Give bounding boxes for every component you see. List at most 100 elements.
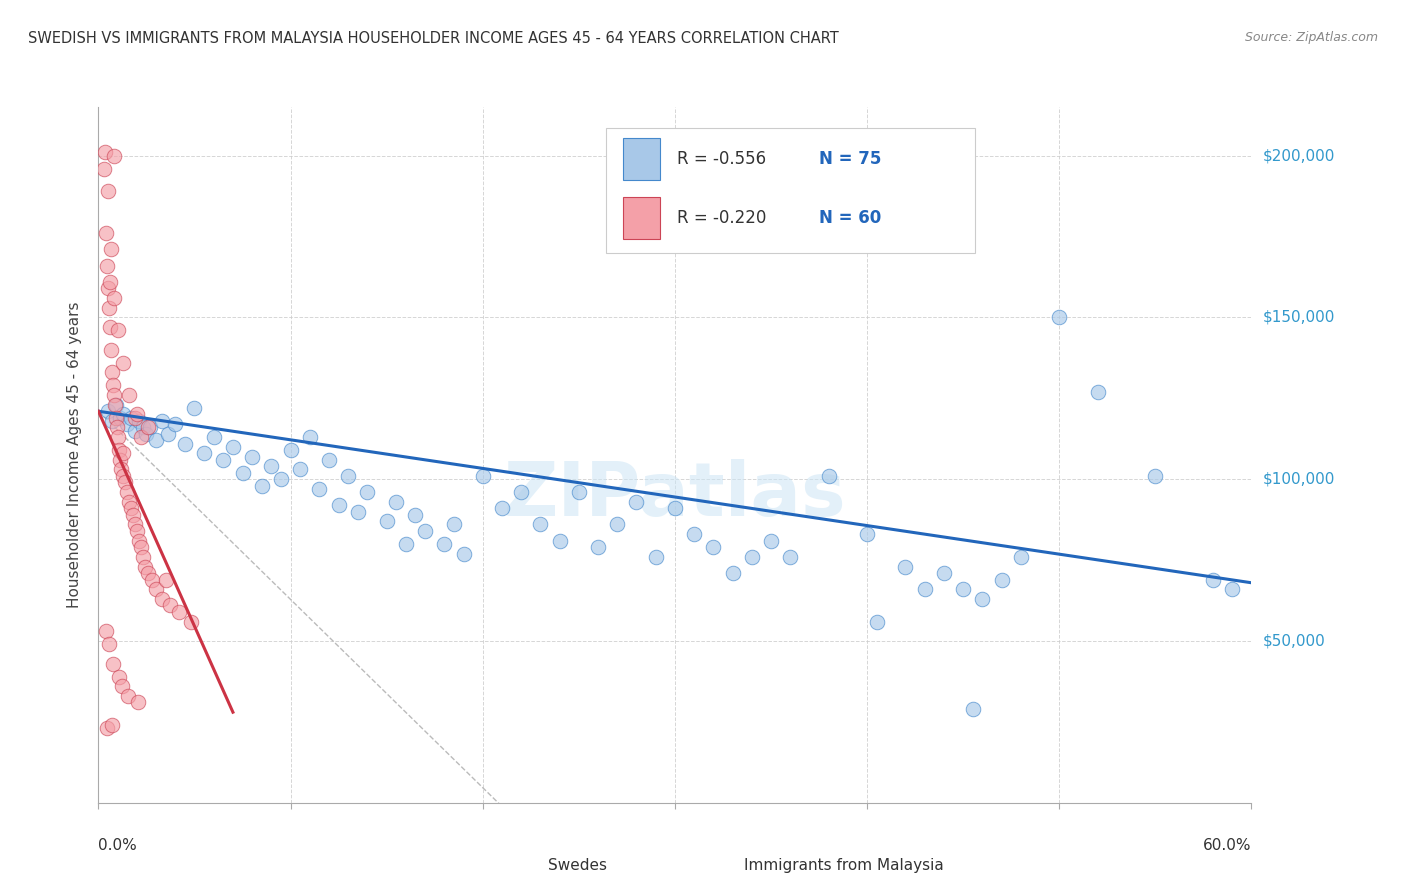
Point (529, 517, 551, 532)
Point (155, 573, 177, 587)
Point (644, 549, 666, 564)
Point (222, 440, 245, 454)
Point (167, 605, 190, 619)
Point (141, 573, 163, 587)
Text: Immigrants from Malaysia: Immigrants from Malaysia (744, 858, 943, 873)
Point (952, 582, 974, 597)
Point (120, 410, 142, 425)
Point (101, 365, 124, 379)
Text: Swedes: Swedes (548, 858, 607, 873)
Text: N = 75: N = 75 (818, 150, 882, 169)
Point (101, 378, 124, 392)
Point (100, 343, 122, 357)
Point (125, 408, 148, 422)
Point (586, 540, 609, 554)
Point (103, 388, 125, 402)
Point (98, 320, 121, 334)
Point (129, 430, 152, 444)
Point (96, 259, 118, 273)
Point (1087, 384, 1109, 399)
Point (962, 702, 984, 716)
Text: $50,000: $50,000 (1263, 633, 1326, 648)
FancyBboxPatch shape (502, 852, 538, 892)
Point (97, 281, 120, 295)
Point (180, 615, 202, 629)
Point (240, 450, 263, 464)
Point (250, 478, 273, 492)
Point (110, 462, 132, 476)
Y-axis label: Householder Income Ages 45 - 64 years: Householder Income Ages 45 - 64 years (67, 301, 83, 608)
Point (135, 426, 157, 441)
Point (131, 549, 153, 564)
FancyBboxPatch shape (623, 138, 659, 180)
Point (231, 466, 254, 480)
Point (108, 410, 131, 425)
Point (443, 517, 465, 532)
Text: 60.0%: 60.0% (1204, 838, 1251, 853)
Point (156, 426, 179, 441)
Point (385, 495, 408, 509)
Point (138, 566, 160, 580)
Point (174, 436, 197, 450)
Point (107, 443, 129, 458)
Point (107, 670, 129, 684)
Point (98, 275, 121, 289)
Point (395, 537, 418, 551)
Point (932, 566, 955, 580)
Point (683, 527, 706, 541)
Text: R = -0.220: R = -0.220 (678, 210, 766, 227)
Point (128, 414, 150, 428)
Point (103, 148, 125, 162)
Point (260, 459, 283, 474)
Point (1202, 573, 1225, 587)
Point (328, 498, 350, 512)
Point (93, 161, 115, 176)
Point (318, 452, 340, 467)
Point (856, 527, 879, 541)
Point (193, 446, 215, 460)
Point (131, 420, 153, 434)
Point (129, 540, 152, 554)
Point (139, 420, 162, 434)
Point (122, 508, 145, 522)
FancyBboxPatch shape (623, 197, 659, 239)
Point (337, 469, 360, 483)
Point (779, 549, 801, 564)
Point (98, 637, 121, 651)
Text: ZIPatlas: ZIPatlas (503, 458, 846, 532)
Point (107, 430, 129, 444)
Text: R = -0.556: R = -0.556 (678, 150, 766, 169)
Point (433, 537, 456, 551)
Point (702, 540, 724, 554)
Point (548, 533, 571, 548)
Point (308, 482, 330, 496)
Text: SWEDISH VS IMMIGRANTS FROM MALAYSIA HOUSEHOLDER INCOME AGES 45 - 64 YEARS CORREL: SWEDISH VS IMMIGRANTS FROM MALAYSIA HOUS… (28, 31, 839, 46)
Point (118, 388, 141, 402)
Point (183, 401, 205, 415)
Point (280, 443, 302, 458)
Point (107, 323, 129, 337)
Point (127, 696, 149, 710)
Point (103, 291, 125, 305)
Point (759, 533, 782, 548)
Point (471, 469, 494, 483)
Point (491, 501, 513, 516)
Point (375, 514, 398, 528)
Point (165, 417, 187, 432)
Point (112, 446, 135, 460)
Point (1047, 310, 1070, 325)
Point (128, 533, 150, 548)
Point (150, 591, 173, 606)
Point (865, 615, 889, 629)
Text: N = 60: N = 60 (818, 210, 882, 227)
Point (1220, 582, 1243, 597)
Point (212, 452, 235, 467)
Point (1010, 549, 1032, 564)
Point (159, 599, 181, 613)
Point (101, 657, 124, 671)
Point (453, 547, 475, 561)
Point (817, 469, 839, 483)
Point (104, 398, 127, 412)
Point (990, 573, 1012, 587)
Point (270, 472, 292, 486)
